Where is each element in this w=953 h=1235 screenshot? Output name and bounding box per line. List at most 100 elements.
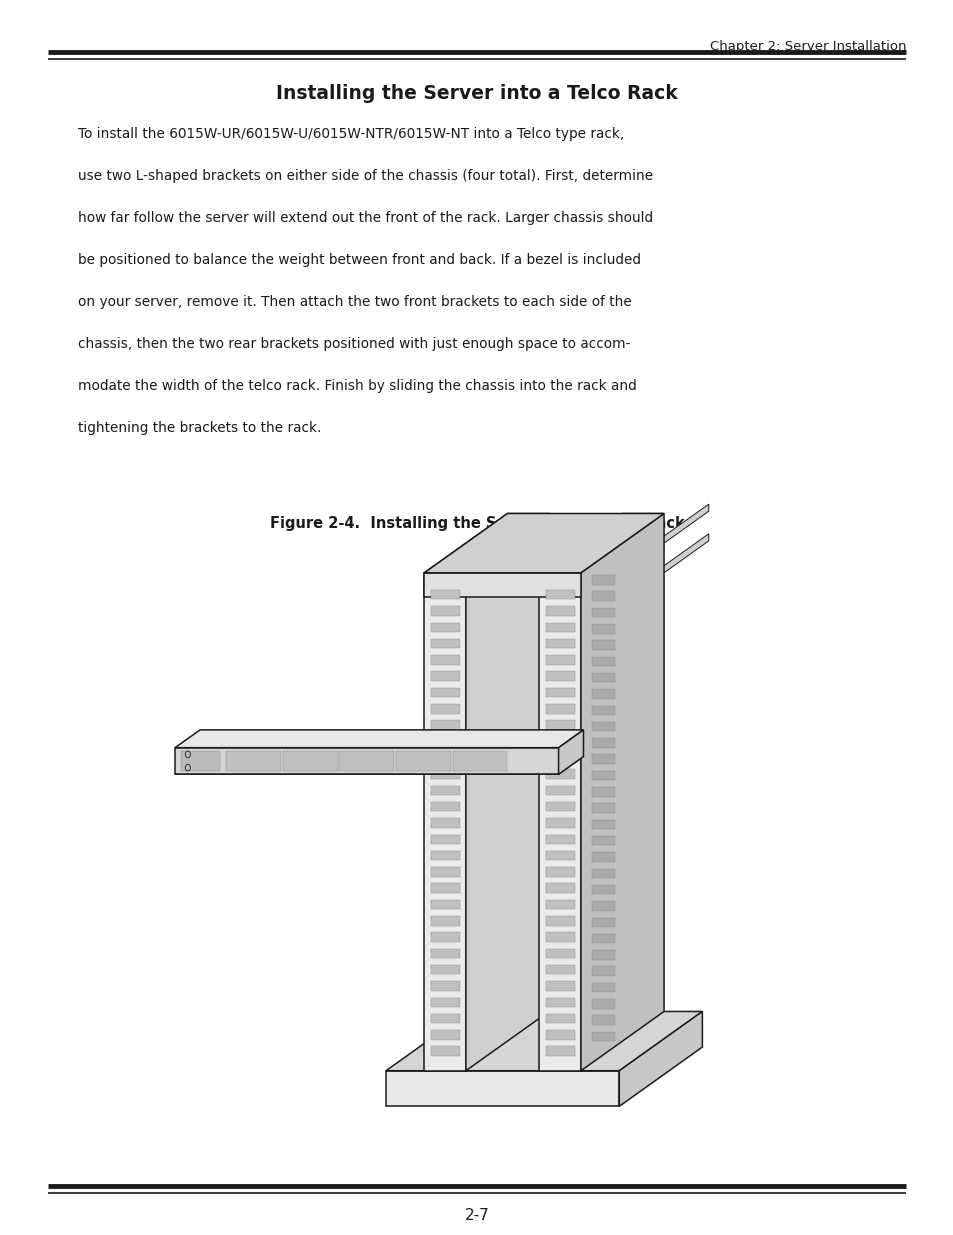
Polygon shape [545, 769, 574, 779]
Polygon shape [545, 948, 574, 958]
Text: modate the width of the telco rack. Finish by sliding the chassis into the rack : modate the width of the telco rack. Fini… [78, 379, 637, 393]
Polygon shape [545, 835, 574, 844]
Text: 2-7: 2-7 [464, 1208, 489, 1223]
Polygon shape [174, 730, 583, 747]
Polygon shape [430, 1046, 459, 1056]
Polygon shape [545, 638, 574, 648]
Polygon shape [545, 590, 574, 599]
Text: To install the 6015W-UR/6015W-U/6015W-NTR/6015W-NT into a Telco type rack,: To install the 6015W-UR/6015W-U/6015W-NT… [78, 127, 624, 141]
Polygon shape [545, 672, 574, 680]
Polygon shape [181, 751, 219, 772]
Text: Chapter 2: Server Installation: Chapter 2: Server Installation [709, 40, 905, 53]
Polygon shape [580, 534, 708, 632]
Text: tightening the brackets to the rack.: tightening the brackets to the rack. [78, 421, 321, 435]
Polygon shape [545, 656, 574, 664]
Polygon shape [430, 622, 459, 632]
Polygon shape [430, 720, 459, 730]
Polygon shape [592, 787, 615, 797]
Polygon shape [592, 950, 615, 960]
Polygon shape [592, 820, 615, 829]
Polygon shape [592, 918, 615, 927]
Polygon shape [538, 573, 580, 1071]
Polygon shape [545, 982, 574, 990]
Polygon shape [174, 747, 558, 774]
Polygon shape [592, 836, 615, 846]
Polygon shape [430, 900, 459, 909]
Polygon shape [545, 785, 574, 795]
Polygon shape [545, 932, 574, 942]
Polygon shape [592, 885, 615, 894]
Polygon shape [430, 1014, 459, 1024]
Text: how far follow the server will extend out the front of the rack. Larger chassis : how far follow the server will extend ou… [78, 211, 653, 225]
Polygon shape [545, 916, 574, 925]
Polygon shape [592, 1031, 615, 1041]
Polygon shape [592, 641, 615, 650]
Polygon shape [545, 737, 574, 746]
Text: Figure 2-4.  Installing the Server into a Telco Rack: Figure 2-4. Installing the Server into a… [270, 516, 683, 531]
Polygon shape [545, 900, 574, 909]
Polygon shape [386, 1071, 618, 1107]
Polygon shape [386, 1011, 701, 1071]
Polygon shape [545, 1014, 574, 1024]
Polygon shape [430, 883, 459, 893]
Polygon shape [430, 932, 459, 942]
Polygon shape [592, 804, 615, 813]
Text: use two L-shaped brackets on either side of the chassis (four total). First, det: use two L-shaped brackets on either side… [78, 169, 653, 183]
Polygon shape [580, 504, 708, 603]
Polygon shape [430, 948, 459, 958]
Polygon shape [430, 965, 459, 974]
Polygon shape [430, 656, 459, 664]
Polygon shape [430, 982, 459, 990]
Polygon shape [430, 867, 459, 877]
Polygon shape [430, 672, 459, 680]
Polygon shape [592, 739, 615, 747]
Polygon shape [592, 967, 615, 976]
Polygon shape [592, 576, 615, 584]
Polygon shape [339, 751, 394, 771]
Polygon shape [545, 606, 574, 616]
Polygon shape [545, 867, 574, 877]
Polygon shape [538, 514, 663, 573]
Polygon shape [592, 657, 615, 666]
Polygon shape [545, 1046, 574, 1056]
Polygon shape [430, 916, 459, 925]
Polygon shape [592, 689, 615, 699]
Polygon shape [430, 802, 459, 811]
Polygon shape [430, 769, 459, 779]
Polygon shape [395, 751, 451, 771]
Polygon shape [545, 688, 574, 698]
Polygon shape [592, 592, 615, 601]
Polygon shape [430, 606, 459, 616]
Polygon shape [424, 514, 663, 573]
Polygon shape [592, 934, 615, 944]
Polygon shape [592, 902, 615, 910]
Polygon shape [545, 965, 574, 974]
Polygon shape [592, 705, 615, 715]
Polygon shape [545, 622, 574, 632]
Polygon shape [424, 514, 548, 573]
Polygon shape [580, 514, 663, 1071]
Polygon shape [430, 998, 459, 1007]
Polygon shape [592, 983, 615, 992]
Polygon shape [545, 704, 574, 714]
Polygon shape [430, 638, 459, 648]
Polygon shape [592, 868, 615, 878]
Text: chassis, then the two rear brackets positioned with just enough space to accom-: chassis, then the two rear brackets posi… [78, 337, 630, 351]
Polygon shape [545, 753, 574, 762]
Polygon shape [592, 999, 615, 1009]
Polygon shape [453, 751, 507, 771]
Polygon shape [465, 514, 548, 1071]
Polygon shape [592, 673, 615, 683]
Polygon shape [545, 883, 574, 893]
Polygon shape [592, 624, 615, 634]
Polygon shape [592, 722, 615, 731]
Text: on your server, remove it. Then attach the two front brackets to each side of th: on your server, remove it. Then attach t… [78, 295, 631, 309]
Polygon shape [430, 737, 459, 746]
Text: Installing the Server into a Telco Rack: Installing the Server into a Telco Rack [275, 84, 678, 103]
Polygon shape [545, 720, 574, 730]
Polygon shape [545, 1030, 574, 1040]
Polygon shape [430, 835, 459, 844]
Polygon shape [558, 730, 583, 774]
Polygon shape [174, 757, 583, 774]
Polygon shape [430, 688, 459, 698]
